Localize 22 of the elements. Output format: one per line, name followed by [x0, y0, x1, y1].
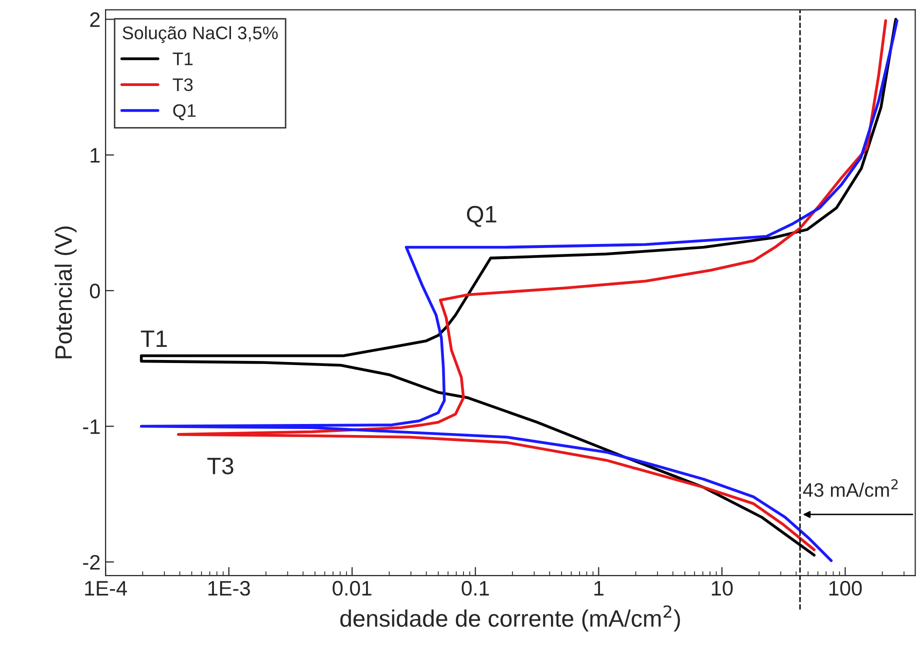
x-tick-label: 0.01 [332, 580, 372, 596]
x-tick-label: 1 [594, 581, 604, 596]
x-tick-label: 0.1 [462, 580, 489, 596]
x-tick-label: 1E-4 [85, 581, 127, 596]
annotation: T1 [140, 330, 167, 347]
x-axis-title: densidade de corrente (mA/cm$^{2}$) [340, 605, 680, 632]
y-tick-label: -1 [83, 420, 100, 434]
legend-label: T1 [172, 52, 193, 66]
y-tick-label: 2 [90, 12, 100, 27]
x-tick-label: 10 [712, 580, 733, 596]
legend-label: T3 [172, 78, 193, 92]
legend-title: Solução NaCl 3,5% [122, 26, 278, 43]
annotation: T3 [207, 458, 234, 474]
y-tick-label: 0 [90, 284, 100, 298]
legend-label: Q1 [173, 104, 196, 120]
annotation: 43 mA/cm$^{2}$ [803, 479, 898, 497]
y-tick-label: 1 [90, 148, 100, 163]
x-tick-label: 1E-3 [208, 580, 250, 596]
y-tick-label: -2 [83, 554, 100, 570]
y-axis-title: Potencial (V) [54, 226, 77, 358]
annotation: Q1 [466, 206, 496, 227]
x-tick-label: 100 [829, 580, 862, 596]
